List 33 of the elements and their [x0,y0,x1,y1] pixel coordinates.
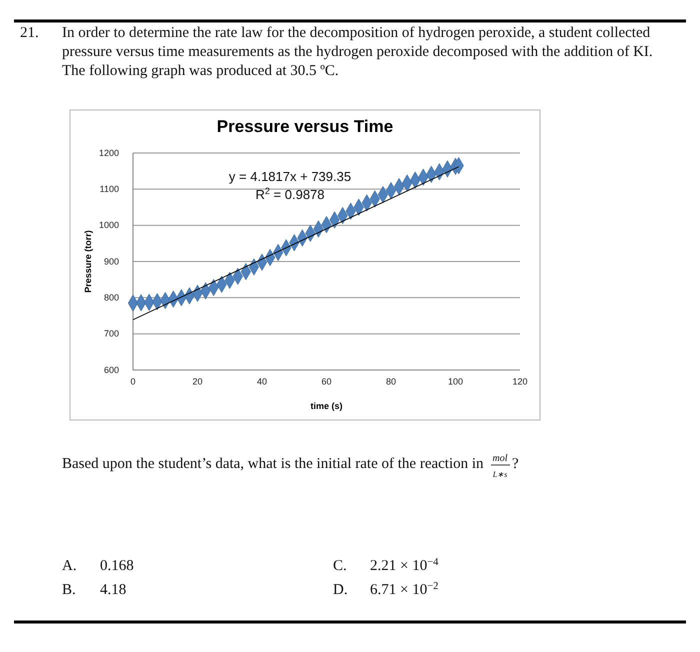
text: ? [512,456,519,472]
text: Based upon the student’s data, what is the initial rate of the reaction in [62,456,484,472]
chart-title: Pressure versus Time [216,117,394,136]
text: 2.21 × 10$^{−4}$ [370,556,440,574]
text: B. [62,582,76,598]
x-tick-label: 60 [321,376,332,386]
y-tick-label: 700 [104,328,119,339]
y-tick-label: 1000 [98,220,119,230]
y-tick-label: 1200 [98,148,119,158]
text: 6.71 × 10$^{−2}$ [370,580,438,598]
annotation: y = 4.1817x + 739.35 [228,169,352,184]
text: L∗s [492,470,508,479]
text: A. [62,558,77,574]
x-tick-label: 120 [512,376,528,386]
x-tick-label: 20 [192,376,203,386]
x-tick-label: 100 [448,376,464,386]
annotation: R$^{2}$ = 0.9878 [255,186,325,202]
x-tick-label: 0 [130,376,136,386]
x-axis-title: time (s) [310,401,343,411]
x-tick-label: 80 [386,376,396,386]
y-tick-label: 900 [104,256,119,266]
text: In order to determine the rate law for the decomposition of hydrogen peroxide, a student collected pressure versus time measurements as the hydrogen peroxide decomposed with the addition of KI. The following graph was produced at 30.5 ºC. [62,25,653,79]
x-tick-label: 40 [256,376,268,386]
y-tick-label: 1100 [100,184,119,194]
text: 0.168 [100,558,134,574]
y-axis-title: Pressure (torr) [83,230,93,293]
y-tick-label: 800 [104,292,119,303]
text: mol [492,453,508,464]
text: D. [333,582,348,598]
text: 4.18 [100,582,126,598]
text: 21. [20,25,39,41]
y-tick-label: 600 [104,364,119,375]
text: C. [333,558,347,574]
